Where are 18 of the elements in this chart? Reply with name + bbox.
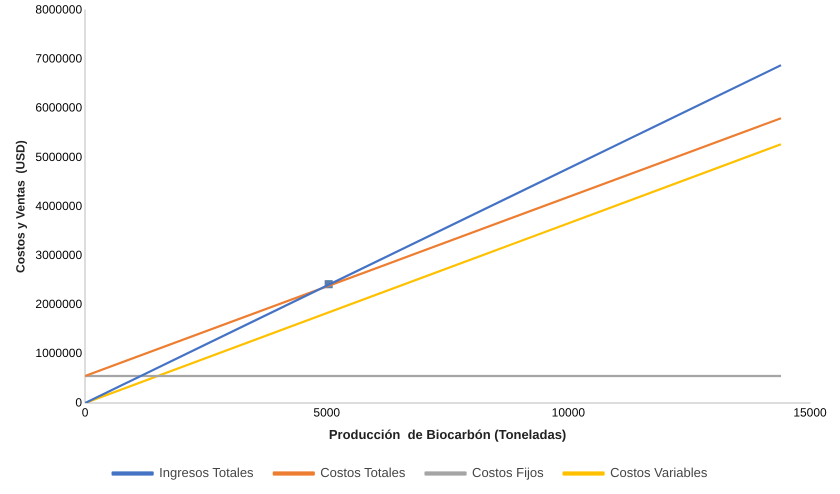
x-tick-label: 5000 [313, 406, 340, 420]
legend-label: Ingresos Totales [159, 465, 254, 480]
legend-label: Costos Variables [610, 465, 708, 480]
y-axis-title: Costos y Ventas (USD) [14, 140, 28, 273]
y-tick-label: 2000000 [35, 297, 82, 312]
y-tick-label: 0 [75, 395, 82, 410]
y-tick-label: 6000000 [35, 100, 82, 115]
y-tick-label: 7000000 [35, 52, 82, 66]
y-tick-label: 5000000 [35, 150, 82, 164]
x-tick-label: 15000 [793, 406, 828, 420]
legend-label: Costos Totales [320, 465, 406, 480]
y-tick-label: 4000000 [35, 198, 82, 213]
y-tick-label: 1000000 [35, 346, 82, 360]
y-tick-label: 3000000 [35, 248, 82, 262]
y-tick-label: 8000000 [35, 2, 82, 17]
x-tick-label: 10000 [552, 406, 586, 420]
x-axis-title: Producción de Biocarbón (Toneladas) [328, 426, 566, 442]
legend-label: Costos Fijos [472, 465, 544, 480]
